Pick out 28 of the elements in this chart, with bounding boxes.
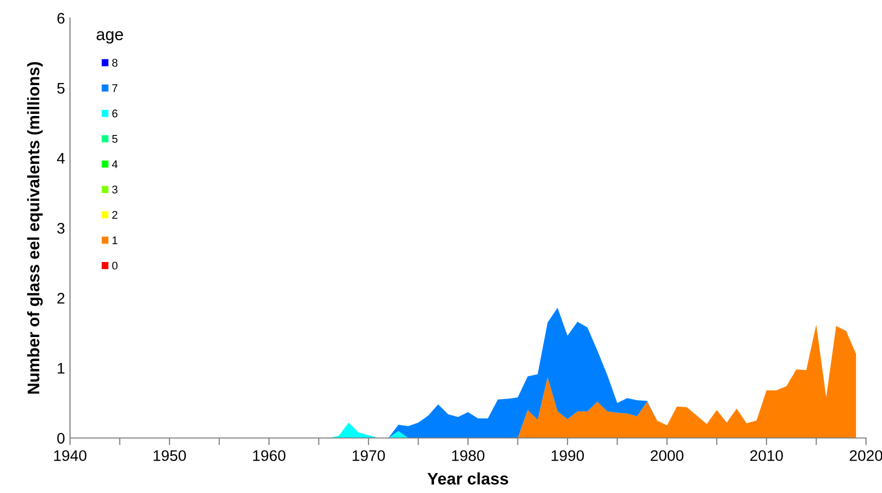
legend-label: 3 xyxy=(112,186,118,194)
y-tick-label: 0 xyxy=(57,432,65,444)
y-tick-label: 2 xyxy=(57,292,64,304)
y-tick-label: 6 xyxy=(57,12,64,24)
legend-label: 5 xyxy=(112,135,118,143)
legend-label: 0 xyxy=(112,262,118,270)
x-tick-label: 2000 xyxy=(650,450,684,462)
legend-label: 7 xyxy=(112,84,118,92)
legend-label: 1 xyxy=(112,236,118,244)
y-tick-label: 3 xyxy=(57,222,64,234)
legend-title: age xyxy=(96,31,123,44)
y-tick-label: 4 xyxy=(56,153,65,164)
x-tick-label: 2010 xyxy=(750,450,783,462)
x-axis-title: Year class xyxy=(428,472,508,485)
x-tick-label: 2020 xyxy=(850,450,882,462)
y-tick-label: 1 xyxy=(58,363,64,374)
x-tick-label: 1940 xyxy=(54,450,86,462)
legend-label: 4 xyxy=(112,160,118,168)
x-tick-label: 1980 xyxy=(452,450,484,462)
x-tick-label: 1970 xyxy=(352,450,385,462)
legend-label: 2 xyxy=(112,210,118,219)
y-tick-label: 5 xyxy=(57,83,64,94)
x-tick-label: 1950 xyxy=(154,450,186,462)
y-axis-title: Number of glass eel equivalents (millions) xyxy=(27,62,43,394)
legend-label: 6 xyxy=(112,110,118,118)
legend-label: 8 xyxy=(112,58,118,67)
x-tick-label: 1990 xyxy=(552,450,584,462)
x-tick-label: 1960 xyxy=(253,450,286,462)
